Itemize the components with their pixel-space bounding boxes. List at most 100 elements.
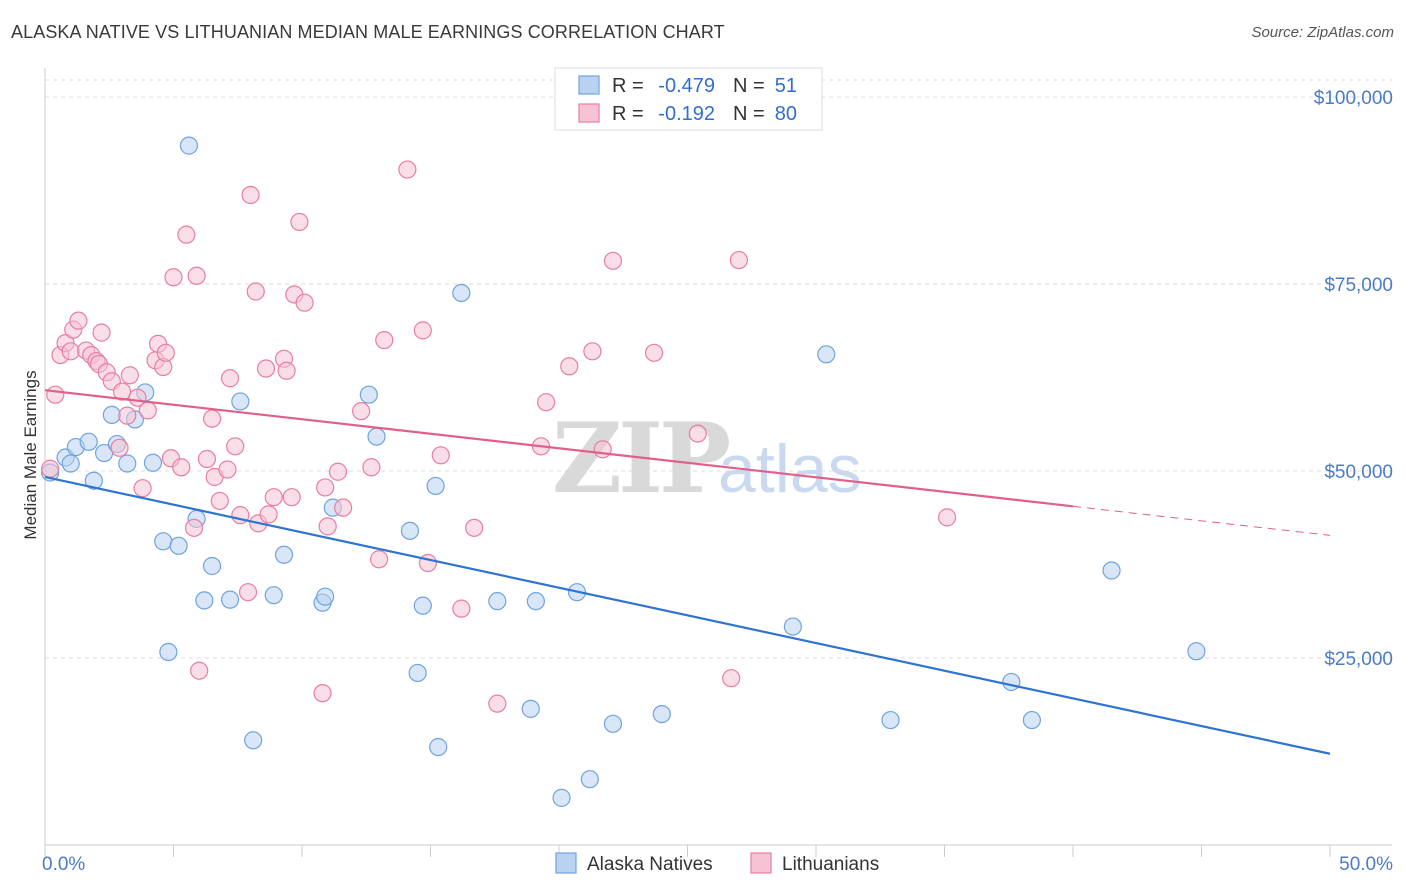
point-lithuanian-15 [112,382,132,401]
point-alaska-48 [1022,710,1041,730]
source-label: Source: ZipAtlas.com [1251,24,1394,41]
point-lithuanian-45 [259,505,278,524]
point-lithuanian-78 [729,250,749,270]
point-alaska-9 [118,454,137,473]
point-lithuanian-27 [172,458,191,477]
point-lithuanian-58 [352,402,371,421]
point-lithuanian-55 [318,517,337,536]
point-lithuanian-74 [603,251,623,270]
legend-swatch-1 [578,103,600,123]
point-lithuanian-68 [488,694,507,713]
point-lithuanian-36 [218,460,237,479]
point-lithuanian-24 [156,343,175,362]
x-tick-label-max: 50.0% [1339,854,1393,875]
point-lithuanian-73 [593,440,612,459]
point-lithuanian-26 [164,268,183,287]
point-lithuanian-57 [334,498,353,517]
point-alaska-23 [264,586,283,605]
point-lithuanian-35 [210,491,229,511]
point-lithuanian-46 [264,488,283,507]
data-points [41,136,1206,807]
point-alaska-2 [61,454,80,473]
series-legend: Alaska Natives Lithuanians [555,852,879,875]
legend-n-value-1: 80 [775,103,797,125]
point-alaska-22 [244,731,263,750]
point-lithuanian-60 [370,550,389,569]
series-swatch-1 [750,852,772,874]
point-lithuanian-17 [120,366,139,385]
legend-r-value-0: -0.479 [658,75,715,97]
point-lithuanian-38 [226,437,245,456]
point-lithuanian-51 [290,212,309,232]
point-alaska-33 [426,476,445,496]
point-alaska-26 [316,587,335,606]
point-lithuanian-75 [644,343,664,362]
point-lithuanian-0 [41,459,60,478]
y-tick-label-0: $25,000 [1324,649,1393,670]
point-alaska-42 [603,714,623,733]
point-alaska-12 [143,453,163,472]
y-tick-label-3: $100,000 [1314,88,1393,109]
point-lithuanian-48 [277,361,296,380]
point-lithuanian-53 [313,684,332,703]
point-lithuanian-77 [722,669,741,688]
point-alaska-43 [652,704,671,724]
point-alaska-18 [195,591,214,610]
point-lithuanian-29 [184,518,204,537]
point-alaska-32 [413,596,432,615]
point-alaska-39 [552,788,571,807]
point-lithuanian-71 [560,357,579,376]
point-lithuanian-67 [465,518,484,537]
chart-title: ALASKA NATIVE VS LITHUANIAN MEDIAN MALE … [11,22,725,42]
point-alaska-20 [220,590,240,609]
point-lithuanian-33 [202,409,222,428]
legend-n-label-1: N = [733,103,765,125]
point-alaska-24 [274,545,294,564]
point-alaska-4 [79,432,98,451]
trend-line-lithuanian [44,389,1074,508]
point-alaska-49 [1102,561,1121,580]
legend-n-label-0: N = [733,75,765,97]
point-lithuanian-28 [177,225,196,244]
point-alaska-44 [783,617,802,636]
point-lithuanian-63 [413,321,432,340]
point-lithuanian-49 [282,488,301,507]
point-lithuanian-37 [220,369,240,388]
point-lithuanian-72 [583,342,602,361]
point-alaska-13 [154,532,173,551]
y-tick-label-2: $75,000 [1324,275,1393,296]
point-alaska-46 [881,710,900,730]
point-alaska-35 [452,283,471,303]
legend-r-value-1: -0.192 [658,103,715,125]
point-alaska-34 [429,737,448,757]
stats-legend: R = -0.479 N = 51 R = -0.192 N = 80 [554,67,823,131]
trend-line-alaska [44,475,1331,755]
point-lithuanian-31 [190,661,209,680]
trend-lines [44,389,1331,755]
legend-n-value-0: 51 [775,75,797,97]
point-alaska-31 [408,663,427,683]
legend-r-label-1: R = [612,103,644,125]
point-alaska-37 [521,699,540,718]
point-alaska-21 [231,392,250,411]
point-lithuanian-44 [256,359,276,378]
point-lithuanian-62 [398,160,417,179]
x-tick-labels: 0.0% 50.0% [42,854,1393,875]
point-alaska-36 [488,592,507,611]
point-lithuanian-70 [537,393,556,412]
series-label-0: Alaska Natives [587,854,713,875]
point-lithuanian-20 [138,401,157,420]
point-lithuanian-4 [61,342,80,361]
point-lithuanian-40 [238,583,258,602]
point-lithuanian-56 [328,462,348,481]
y-tick-labels: $25,000 $50,000 $75,000 $100,000 [1314,88,1393,670]
series-swatch-0 [555,852,577,874]
point-lithuanian-61 [375,331,394,350]
legend-r-label-0: R = [612,75,644,97]
point-lithuanian-54 [316,478,335,497]
point-lithuanian-65 [431,446,450,465]
point-lithuanian-32 [197,449,217,469]
point-lithuanian-19 [133,479,152,498]
axes [44,68,1392,857]
